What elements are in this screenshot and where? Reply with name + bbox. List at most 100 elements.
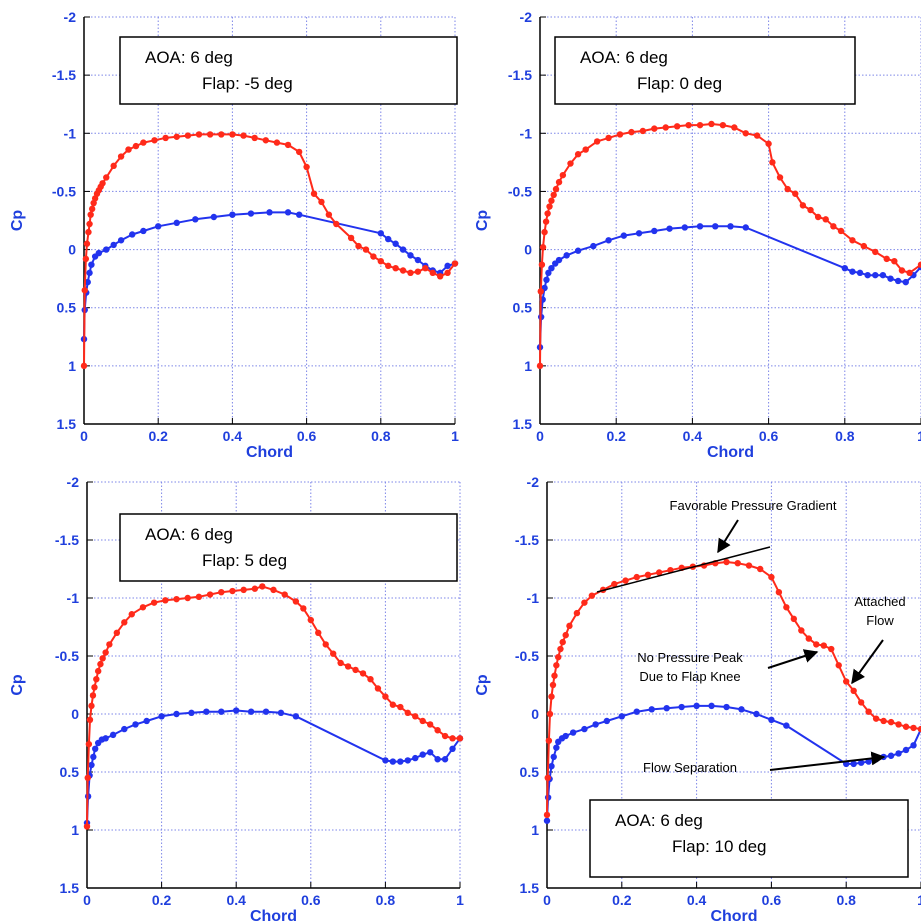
x-tick-label: 0.2 (152, 892, 172, 908)
annotation-arrow (717, 519, 739, 554)
y-tick-label: -2 (520, 9, 533, 25)
upper-surface-point (544, 210, 551, 217)
x-tick-label: 0 (83, 892, 91, 908)
lower-surface-point (902, 746, 910, 754)
upper-surface-point (140, 139, 147, 146)
condition-box (589, 799, 909, 878)
upper-surface-point (843, 678, 850, 685)
upper-surface-point (552, 185, 560, 193)
lower-surface-point (110, 241, 117, 249)
upper-surface-point (259, 583, 266, 590)
y-tick-label: -0.5 (52, 183, 76, 199)
upper-surface-point (883, 255, 890, 263)
lower-surface-point (414, 256, 422, 264)
lower-surface-point (696, 223, 704, 230)
upper-surface-point (84, 774, 91, 781)
upper-surface-point (184, 594, 191, 602)
upper-surface-point (362, 246, 370, 253)
upper-surface-point (355, 242, 362, 250)
x-tick-label: 0.6 (297, 428, 317, 444)
upper-surface-point (434, 727, 441, 734)
annotation-arrow (767, 649, 819, 669)
upper-surface-point (742, 130, 749, 137)
x-tick-label: 1 (451, 428, 459, 444)
lower-surface-point (392, 240, 399, 247)
upper-surface-point (541, 228, 548, 236)
lower-surface-point (849, 268, 856, 275)
upper-surface-point (132, 142, 140, 150)
upper-surface-point (310, 190, 318, 197)
x-tick-label: 1 (917, 428, 921, 444)
upper-surface-point (792, 190, 799, 197)
upper-surface-point (734, 560, 741, 567)
upper-surface-point (173, 133, 180, 140)
upper-surface-point (284, 141, 292, 149)
upper-surface-point (99, 180, 106, 187)
lower-surface-point (548, 763, 555, 770)
lower-surface-point (563, 252, 570, 259)
upper-surface-point (82, 255, 90, 263)
condition-aoa: AOA: 6 deg (580, 48, 668, 67)
upper-surface-point (322, 641, 329, 648)
lower-surface-point (88, 261, 95, 268)
x-tick-label: 0 (80, 428, 88, 444)
upper-surface-point (86, 220, 93, 228)
upper-surface-point (397, 703, 404, 711)
lower-surface-point (192, 216, 199, 223)
lower-surface-point (210, 213, 218, 221)
x-tick-label: 0.8 (376, 892, 396, 908)
upper-surface-point (549, 681, 557, 689)
condition-aoa: AOA: 6 deg (145, 48, 233, 67)
upper-surface-point (456, 735, 464, 742)
upper-surface-point (240, 586, 247, 594)
upper-surface-point (412, 713, 419, 720)
lower-surface-point (399, 246, 407, 253)
y-tick-label: 1 (71, 822, 79, 838)
upper-surface-point (546, 710, 554, 718)
upper-surface-point (150, 599, 158, 606)
y-tick-label: -1.5 (508, 67, 532, 83)
upper-surface-point (555, 178, 563, 186)
upper-surface-point (97, 660, 104, 668)
x-axis-label: Chord (246, 444, 293, 461)
lower-surface-point (618, 713, 625, 720)
lower-surface-point (569, 729, 577, 736)
upper-surface-point (708, 120, 715, 128)
upper-surface-point (173, 595, 180, 603)
lower-surface-point (173, 710, 180, 718)
upper-surface-point (151, 137, 158, 144)
lower-surface-point (117, 237, 125, 244)
upper-surface-point (628, 128, 635, 136)
upper-surface-point (88, 702, 95, 710)
x-tick-label: 0.6 (759, 428, 779, 444)
upper-surface-point (389, 701, 397, 708)
upper-surface-point (769, 159, 776, 166)
lower-surface-point (738, 706, 745, 713)
lower-surface-point (543, 817, 551, 824)
lower-surface-point (603, 717, 611, 725)
x-tick-label: 0.8 (836, 892, 856, 908)
upper-surface-point (206, 591, 214, 598)
upper-surface-point (622, 577, 629, 584)
upper-surface-point (546, 203, 553, 210)
upper-surface-point (573, 609, 581, 617)
upper-surface-point (828, 645, 835, 653)
lower-surface-point (203, 708, 210, 715)
upper-surface-point (835, 662, 842, 669)
upper-surface-point (906, 269, 913, 277)
upper-surface-line (86, 585, 460, 827)
x-tick-label: 0 (536, 428, 544, 444)
lower-surface-point (693, 702, 700, 710)
pressure-gradient-tangent (596, 546, 771, 593)
upper-surface-point (337, 659, 344, 667)
y-tick-label: -0.5 (515, 648, 539, 664)
lower-surface-point (545, 269, 552, 277)
x-tick-label: 0.4 (226, 892, 246, 908)
upper-surface-point (281, 591, 288, 598)
lower-surface-point (574, 247, 582, 254)
lower-surface-point (449, 745, 456, 752)
upper-surface-point (544, 774, 551, 781)
upper-surface-point (559, 638, 566, 646)
upper-surface-point (325, 211, 333, 218)
lower-surface-point (783, 722, 790, 729)
